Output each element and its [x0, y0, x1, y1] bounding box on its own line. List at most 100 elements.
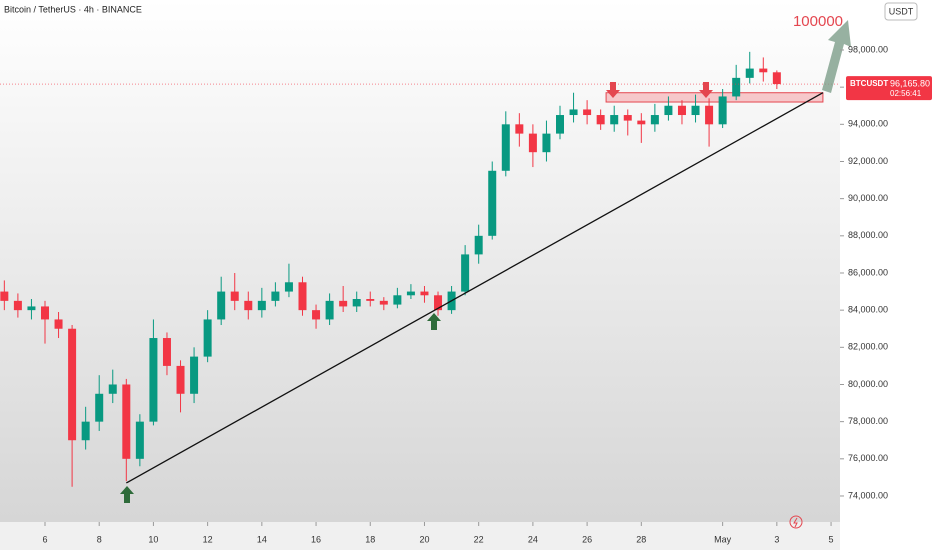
x-tick-label: 14 [257, 534, 267, 544]
x-tick-label: 28 [636, 534, 646, 544]
candle-body [556, 115, 564, 134]
candle-body [68, 328, 77, 441]
up-arrow [427, 313, 441, 330]
x-tick-label: May [714, 534, 732, 544]
x-tick-label: 18 [365, 534, 375, 544]
x-tick-label: 12 [203, 534, 213, 544]
candle-body [691, 105, 700, 116]
down-arrow [699, 82, 713, 98]
y-tick-label: 74,000.00 [848, 490, 888, 500]
x-tick-label: 22 [474, 534, 484, 544]
candle-body [366, 299, 375, 301]
candle-body [732, 77, 741, 97]
chart-title: Bitcoin / TetherUS · 4h · BINANCE [4, 4, 142, 14]
candle-body [583, 109, 592, 116]
candle-body [244, 300, 253, 311]
candle-body [569, 109, 578, 116]
y-tick-label: 92,000.00 [848, 156, 888, 166]
candle-body [718, 96, 727, 125]
y-tick-label: 80,000.00 [848, 379, 888, 389]
candle-body [677, 105, 686, 116]
x-tick-label: 3 [774, 534, 779, 544]
candle-body [135, 421, 144, 459]
plot-layer [0, 51, 840, 487]
x-tick-label: 6 [42, 534, 47, 544]
candle-body [352, 299, 361, 307]
x-tick-label: 8 [97, 534, 102, 544]
time-axis-panel [0, 522, 840, 550]
x-tick-label: 24 [528, 534, 538, 544]
x-tick-label: 16 [311, 534, 321, 544]
y-tick-label: 76,000.00 [848, 453, 888, 463]
candle-body [13, 300, 22, 311]
symbol-label: BTCUSDT [850, 79, 888, 88]
candle-body [515, 124, 524, 134]
candle-body [257, 300, 266, 311]
candle-body [474, 235, 483, 255]
candle-body [461, 254, 470, 292]
candle-body [393, 295, 402, 305]
candle-body [190, 356, 199, 394]
candle-body [501, 124, 510, 171]
candle-body [596, 115, 605, 125]
currency[interactable]: USDT [889, 6, 914, 16]
currency-box[interactable] [884, 2, 918, 21]
candle-body [664, 105, 673, 116]
target-arrow [822, 20, 851, 93]
candle-body [379, 300, 388, 305]
candle-body [339, 300, 348, 307]
x-tick-label: 10 [148, 534, 158, 544]
candle-body [108, 384, 117, 394]
event-icon-bolt [793, 517, 798, 528]
price-label: 96,165.80 [890, 78, 930, 88]
candle-body [420, 291, 429, 296]
candle-body [203, 319, 212, 357]
candle-body [40, 306, 49, 320]
candle-body [81, 421, 90, 441]
candle-body [312, 310, 321, 320]
event-icon[interactable] [789, 515, 803, 529]
candle-body [298, 282, 307, 311]
candle-body [27, 306, 36, 311]
target-annotation: 100000 [793, 13, 843, 30]
candle-body [217, 291, 226, 320]
x-tick-label: 5 [829, 534, 834, 544]
resistance-zone [605, 92, 824, 103]
y-tick-label: 82,000.00 [848, 342, 888, 352]
candle-body [434, 295, 443, 311]
down-arrow [606, 82, 620, 98]
y-tick-label: 86,000.00 [848, 267, 888, 277]
y-tick-label: 94,000.00 [848, 119, 888, 129]
candle-body [284, 282, 293, 292]
trendline [125, 92, 824, 484]
candle-body [122, 384, 131, 459]
candle-body [542, 133, 551, 153]
candle-body [705, 105, 714, 125]
candle-body [162, 338, 171, 366]
candle-body [325, 300, 334, 320]
candle-body [650, 115, 659, 125]
candle-body [406, 291, 415, 296]
candle-body [637, 120, 646, 125]
candle-body [528, 133, 537, 153]
candle-body [0, 291, 9, 301]
candle-body [230, 291, 239, 301]
y-tick-label: 90,000.00 [848, 193, 888, 203]
y-tick-label: 78,000.00 [848, 416, 888, 426]
up-arrow [120, 486, 134, 503]
candle-body [745, 68, 754, 78]
price-tag [846, 76, 932, 101]
candle-body [54, 319, 63, 329]
candle-body [95, 393, 104, 422]
candle-body [176, 365, 185, 394]
candle-body [488, 170, 497, 236]
candle-body [271, 291, 280, 301]
y-tick-label: 88,000.00 [848, 230, 888, 240]
y-tick-label: 84,000.00 [848, 305, 888, 315]
x-tick-label: 20 [419, 534, 429, 544]
candle-body [772, 72, 781, 85]
countdown: 02:56:41 [890, 89, 922, 98]
candle-body [610, 115, 619, 125]
y-tick-label: 98,000.00 [848, 44, 888, 54]
